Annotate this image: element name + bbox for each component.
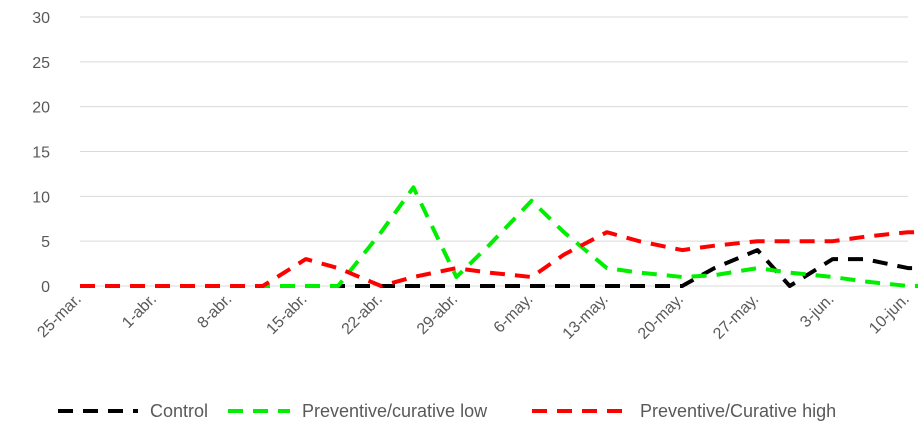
y-tick-label: 30 bbox=[32, 10, 50, 27]
series-line-control bbox=[80, 248, 918, 288]
x-axis-ticks: 25-mar. 1-abr. 8-abr. 15-abr. 22-abr. 29-abr.… bbox=[34, 291, 912, 343]
legend-label: Preventive/Curative high bbox=[640, 401, 836, 421]
grid-lines bbox=[80, 16, 908, 242]
legend-item: Control bbox=[58, 401, 208, 421]
x-tick-label: 1-abr. bbox=[119, 291, 160, 332]
legend: Control Preventive/curative low Preventive… bbox=[58, 401, 836, 421]
y-tick-label: 15 bbox=[32, 145, 50, 162]
x-tick-label: 20-may. bbox=[635, 291, 687, 343]
x-tick-label: 6-may. bbox=[491, 291, 537, 337]
x-tick-label: 3-jun. bbox=[797, 291, 837, 331]
x-tick-label: 10-jun. bbox=[866, 291, 913, 338]
x-tick-label: 25-mar. bbox=[34, 291, 84, 341]
y-tick-label: 10 bbox=[32, 189, 50, 206]
y-axis-ticks: 0 5 10 15 20 25 30 bbox=[32, 10, 50, 296]
legend-item: Preventive/Curative high bbox=[532, 401, 836, 421]
legend-label: Control bbox=[150, 401, 208, 421]
legend-label: Preventive/curative low bbox=[302, 401, 488, 421]
y-tick-label: 20 bbox=[32, 100, 50, 117]
x-tick-label: 8-abr. bbox=[194, 291, 235, 332]
legend-item: Preventive/curative low bbox=[228, 401, 488, 421]
x-tick-label: 13-may. bbox=[560, 291, 612, 343]
y-tick-label: 5 bbox=[41, 234, 50, 251]
y-tick-label: 25 bbox=[32, 55, 50, 72]
x-tick-label: 15-abr. bbox=[263, 291, 310, 338]
series-line-preventive-curative-low bbox=[80, 185, 918, 288]
series-line-preventive-curative-high bbox=[80, 230, 918, 288]
x-tick-label: 27-may. bbox=[710, 291, 762, 343]
x-tick-label: 22-abr. bbox=[339, 291, 386, 338]
series-lines bbox=[80, 185, 918, 288]
y-tick-label: 0 bbox=[41, 279, 50, 296]
x-tick-label: 29-abr. bbox=[414, 291, 461, 338]
